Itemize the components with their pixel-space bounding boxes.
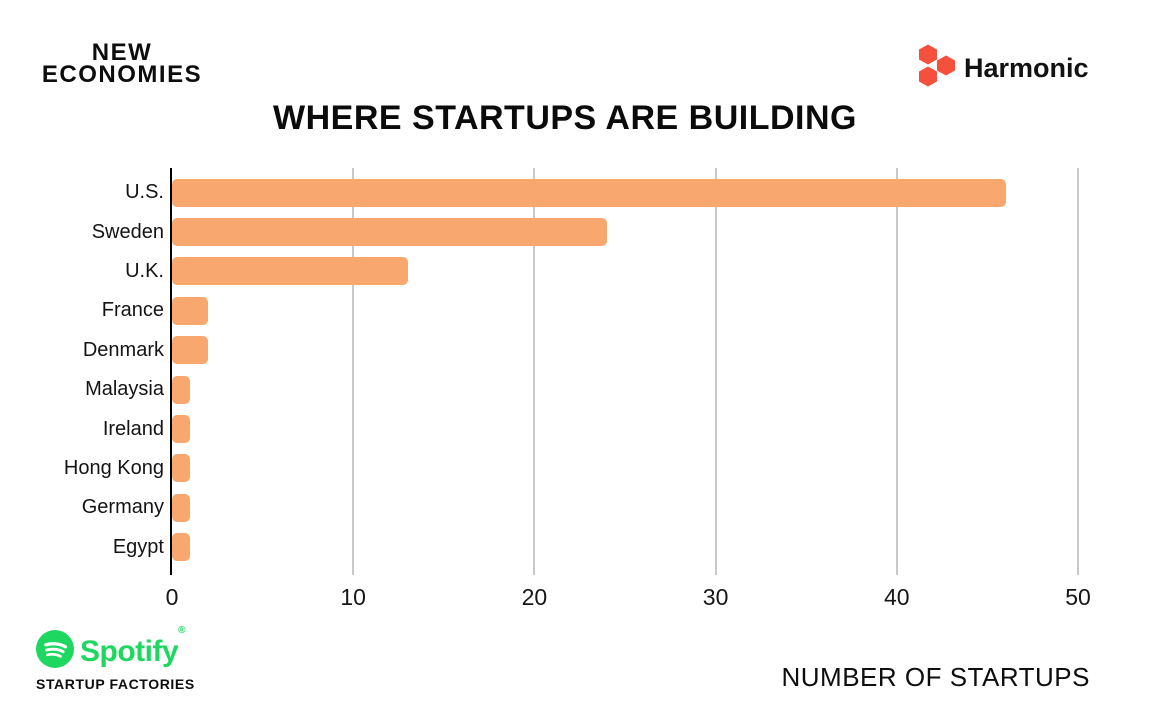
registered-mark: ® bbox=[178, 624, 186, 636]
bar-row bbox=[172, 291, 1078, 330]
new-economies-logo: NEW ECONOMIES bbox=[38, 39, 206, 88]
category-label: Denmark bbox=[82, 338, 164, 361]
bar-row bbox=[172, 449, 1078, 488]
bar-row bbox=[172, 212, 1078, 251]
gridline-30 bbox=[714, 168, 717, 575]
x-tick-20: 20 bbox=[521, 584, 548, 610]
bar-row bbox=[172, 331, 1078, 370]
harmonic-wordmark: Harmonic bbox=[964, 52, 1089, 83]
bar-row bbox=[172, 409, 1078, 448]
category-label: Malaysia bbox=[85, 378, 164, 401]
bar-sweden bbox=[172, 218, 607, 247]
harmonic-hexagons-icon bbox=[916, 42, 957, 94]
bar-hong-kong bbox=[172, 454, 191, 483]
plot-area bbox=[170, 168, 1079, 575]
x-tick-labels: 0 10 20 30 40 50 bbox=[0, 584, 1174, 612]
gridline-20 bbox=[533, 168, 536, 575]
spotify-icon bbox=[36, 630, 74, 673]
category-label: Hong Kong bbox=[63, 456, 164, 479]
bar-row bbox=[172, 488, 1078, 527]
harmonic-logo: Harmonic bbox=[916, 42, 1089, 94]
y-axis-line bbox=[170, 168, 172, 575]
spotify-tagline: STARTUP FACTORIES bbox=[36, 676, 195, 692]
bar-malaysia bbox=[172, 375, 191, 404]
spotify-wordmark: Spotify® bbox=[80, 624, 186, 668]
category-label: Ireland bbox=[102, 417, 164, 440]
x-axis-title: NUMBER OF STARTUPS bbox=[781, 662, 1090, 692]
x-tick-10: 10 bbox=[340, 584, 366, 610]
bar-row bbox=[172, 528, 1078, 567]
gridline-10 bbox=[352, 168, 355, 575]
bar-france bbox=[172, 296, 209, 325]
bar-ireland bbox=[172, 415, 191, 444]
chart-title: WHERE STARTUPS ARE BUILDING bbox=[273, 99, 857, 137]
bars-layer bbox=[172, 173, 1078, 567]
category-label: France bbox=[101, 299, 164, 322]
x-tick-30: 30 bbox=[702, 584, 729, 610]
gridline-50 bbox=[1077, 168, 1079, 575]
bar-egypt bbox=[172, 533, 191, 562]
bar-denmark bbox=[172, 336, 209, 365]
category-label: Germany bbox=[81, 496, 164, 519]
category-label: U.K. bbox=[125, 259, 164, 282]
category-label: Egypt bbox=[112, 535, 164, 558]
new-economies-line2: ECONOMIES bbox=[41, 61, 203, 88]
category-label: U.S. bbox=[125, 181, 164, 204]
bar-row bbox=[172, 173, 1078, 212]
gridline-40 bbox=[895, 168, 898, 575]
new-economies-line1: NEW bbox=[91, 39, 153, 66]
spotify-logo-block: Spotify® STARTUP FACTORIES bbox=[36, 624, 195, 692]
category-label: Sweden bbox=[91, 220, 164, 243]
x-tick-50: 50 bbox=[1065, 584, 1091, 610]
x-tick-40: 40 bbox=[884, 584, 910, 610]
bar-u-s bbox=[172, 178, 1006, 207]
bar-u-k bbox=[172, 257, 408, 286]
bar-germany bbox=[172, 493, 191, 522]
bar-row bbox=[172, 252, 1078, 291]
category-axis-labels: U.S. Sweden U.K. France Denmark Malaysia Irela… bbox=[0, 173, 164, 567]
bar-row bbox=[172, 370, 1078, 409]
x-tick-0: 0 bbox=[165, 584, 179, 610]
